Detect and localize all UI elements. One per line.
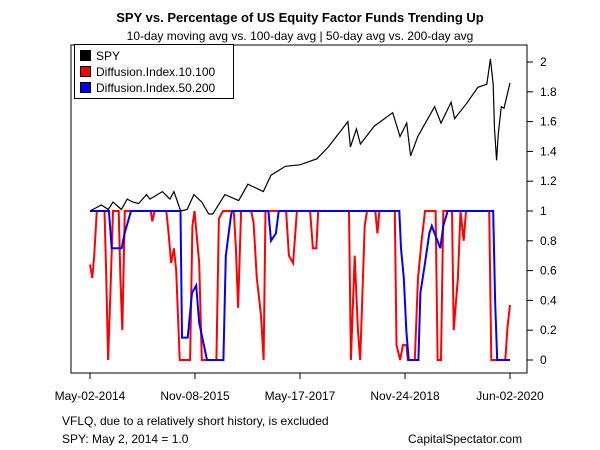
y-tick-label: 0.8 — [540, 234, 557, 248]
legend-swatch-diffusion-10-100 — [80, 66, 91, 77]
legend-label-diffusion-50-200: Diffusion.Index.50.200 — [96, 81, 216, 95]
legend-label-diffusion-10-100: Diffusion.Index.10.100 — [96, 65, 216, 79]
plot-area-frame — [70, 44, 528, 374]
y-tick-label: 0.4 — [540, 293, 557, 307]
x-tick-label: Nov-08-2015 — [160, 389, 230, 403]
y-tick-label: 1.6 — [540, 115, 557, 129]
x-tick-label: Nov-24-2018 — [370, 389, 440, 403]
x-tick-label: May-17-2017 — [265, 389, 336, 403]
x-axis: May-02-2014 Nov-08-2015 May-17-2017 Nov-24-… — [55, 373, 544, 403]
legend-item-diffusion-10-100: Diffusion.Index.10.100 — [80, 65, 215, 79]
y-tick-label: 1.4 — [540, 144, 557, 158]
legend-item-diffusion-50-200: Diffusion.Index.50.200 — [80, 81, 215, 95]
legend-swatch-diffusion-50-200 — [80, 82, 91, 93]
diffusion-index-50-200-line — [90, 210, 510, 361]
legend-item-spy: SPY — [80, 49, 120, 63]
y-tick-label: 1.2 — [540, 174, 557, 188]
chart-subtitle: 10-day moving avg vs. 100-day avg | 50-d… — [126, 29, 474, 43]
y-tick-label: 1.8 — [540, 85, 557, 99]
y-tick-label: 0.2 — [540, 323, 557, 337]
chart-title: SPY vs. Percentage of US Equity Factor F… — [116, 10, 484, 25]
diffusion-index-10-100-line — [89, 210, 511, 361]
series-layer — [89, 58, 511, 361]
source-credit: CapitalSpectator.com — [408, 432, 523, 446]
legend: SPY Diffusion.Index.10.100 Diffusion.Ind… — [74, 44, 234, 99]
legend-label-spy: SPY — [96, 49, 121, 63]
spy-line — [89, 58, 511, 215]
y-tick-label: 2 — [540, 55, 547, 69]
y-tick-label: 0 — [540, 353, 547, 367]
footnote-vflq: VFLQ, due to a relatively short history,… — [62, 414, 329, 428]
legend-swatch-spy — [80, 50, 91, 61]
x-tick-label: Jun-02-2020 — [476, 389, 544, 403]
y-tick-label: 0.6 — [540, 264, 557, 278]
x-tick-label: May-02-2014 — [55, 389, 126, 403]
footnote-spy-base: SPY: May 2, 2014 = 1.0 — [62, 432, 189, 446]
y-axis: 0 0.2 0.4 0.6 0.8 1 1.2 1.4 1.6 1.8 2 — [527, 55, 557, 367]
y-tick-label: 1 — [540, 204, 547, 218]
